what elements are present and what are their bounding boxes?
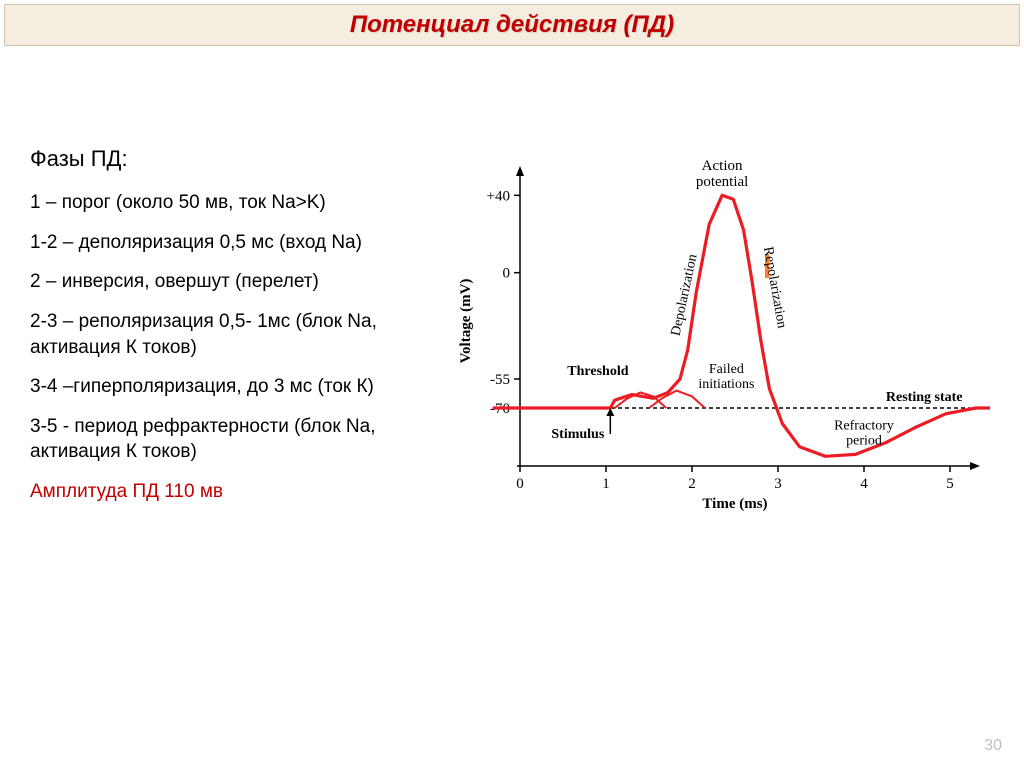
svg-text:Action: Action bbox=[702, 158, 743, 174]
svg-text:Voltage (mV): Voltage (mV) bbox=[458, 279, 474, 364]
svg-text:period: period bbox=[846, 433, 882, 448]
phases-text: Фазы ПД: 1 – порог (около 50 мв, ток Na>… bbox=[30, 146, 410, 546]
page-title: Потенциал действия (ПД) bbox=[4, 4, 1020, 46]
svg-text:Time (ms): Time (ms) bbox=[702, 496, 767, 512]
phases-heading: Фазы ПД: bbox=[30, 146, 410, 172]
phase-item: 2-3 – реполяризация 0,5- 1мс (блок Na, а… bbox=[30, 309, 410, 360]
svg-text:Failed: Failed bbox=[709, 362, 744, 377]
svg-text:Refractory: Refractory bbox=[834, 418, 894, 433]
svg-text:Threshold: Threshold bbox=[567, 364, 628, 379]
phase-item: 1 – порог (около 50 мв, ток Na>K) bbox=[30, 190, 410, 216]
action-potential-chart: +400-55-70012345Time (ms)Voltage (mV)Act… bbox=[430, 146, 990, 546]
svg-text:-55: -55 bbox=[490, 372, 510, 388]
svg-text:+40: +40 bbox=[487, 188, 510, 204]
svg-text:0: 0 bbox=[503, 266, 511, 282]
svg-text:Resting state: Resting state bbox=[886, 390, 963, 405]
svg-text:initiations: initiations bbox=[698, 377, 754, 392]
svg-text:2: 2 bbox=[688, 476, 696, 492]
svg-text:potential: potential bbox=[696, 174, 749, 190]
svg-text:3: 3 bbox=[774, 476, 782, 492]
phase-item: 3-5 - период рефрактерности (блок Na, ак… bbox=[30, 414, 410, 465]
phase-item: 3-4 –гиперполяризация, до 3 мс (ток К) bbox=[30, 374, 410, 400]
phase-item: 1-2 – деполяризация 0,5 мс (вход Na) bbox=[30, 230, 410, 256]
svg-text:Stimulus: Stimulus bbox=[551, 427, 604, 442]
page-number: 30 bbox=[984, 737, 1002, 755]
svg-text:1: 1 bbox=[602, 476, 610, 492]
svg-text:0: 0 bbox=[516, 476, 524, 492]
svg-text:4: 4 bbox=[860, 476, 868, 492]
svg-text:5: 5 bbox=[946, 476, 954, 492]
amplitude-text: Амплитуда ПД 110 мв bbox=[30, 479, 410, 505]
chart-container: +400-55-70012345Time (ms)Voltage (mV)Act… bbox=[410, 146, 1004, 546]
content-row: Фазы ПД: 1 – порог (около 50 мв, ток Na>… bbox=[0, 46, 1024, 546]
phase-item: 2 – инверсия, овершут (перелет) bbox=[30, 269, 410, 295]
svg-text:Repolarization: Repolarization bbox=[760, 246, 789, 330]
